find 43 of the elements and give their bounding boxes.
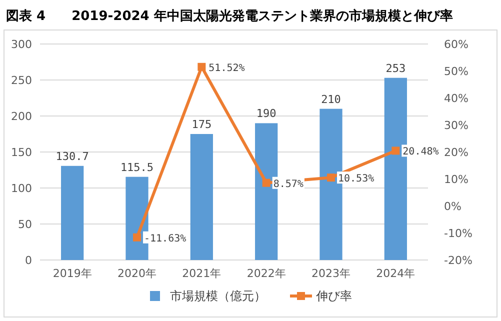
point (262, 178, 270, 187)
x-tick-label: 2022年 (246, 267, 286, 280)
y-tick-label: 0 (25, 254, 32, 267)
y2-tick-label: -20% (444, 254, 472, 267)
bar (190, 134, 213, 260)
data-label: 175 (192, 118, 212, 131)
y2-tick-label: 0% (444, 200, 462, 213)
y2-tick-label: -10% (444, 227, 472, 240)
data-label: 130.7 (56, 150, 89, 163)
y-tick-label: 200 (11, 110, 32, 123)
point (198, 62, 206, 71)
point (392, 146, 400, 155)
bar (61, 166, 84, 260)
x-tick-label: 2023年 (312, 267, 350, 280)
y-tick-label: 150 (11, 146, 32, 159)
x-tick-label: 2024年 (376, 267, 416, 280)
point (327, 174, 335, 182)
point (133, 233, 141, 242)
data-label: 115.5 (120, 160, 154, 174)
data-label: 253 (386, 62, 406, 75)
data-label: 20.48% (402, 146, 439, 158)
y-tick-label: 100 (11, 182, 32, 195)
y-tick-label: 50 (18, 218, 32, 231)
data-label: 190 (256, 107, 276, 120)
x-tick-label: 2020年 (118, 267, 156, 280)
x-tick-label: 2021年 (182, 267, 222, 280)
data-label: 8.57% (273, 178, 304, 190)
data-label: 210 (321, 92, 341, 106)
y2-tick-label: 40% (444, 92, 468, 105)
y2-tick-label: 30% (444, 119, 468, 132)
y2-tick-label: 10% (444, 173, 468, 186)
y2-tick-label: 60% (444, 38, 468, 51)
legend-label: 市場規模（億元） (170, 289, 266, 303)
chart-title: 図表 4 2019-2024 年中国太陽光発電ステント業界の市場規模と伸び率 (6, 8, 453, 24)
data-label: 51.52% (208, 62, 245, 74)
legend-label: 伸び率 (315, 289, 352, 303)
x-tick-label: 2019年 (52, 267, 92, 280)
y2-tick-label: 20% (444, 146, 468, 159)
y-tick-label: 250 (11, 74, 32, 87)
y2-tick-label: 50% (444, 65, 468, 78)
data-label: -11.63% (144, 233, 186, 244)
y-tick-label: 300 (11, 38, 32, 51)
data-label: 10.53% (338, 174, 374, 185)
